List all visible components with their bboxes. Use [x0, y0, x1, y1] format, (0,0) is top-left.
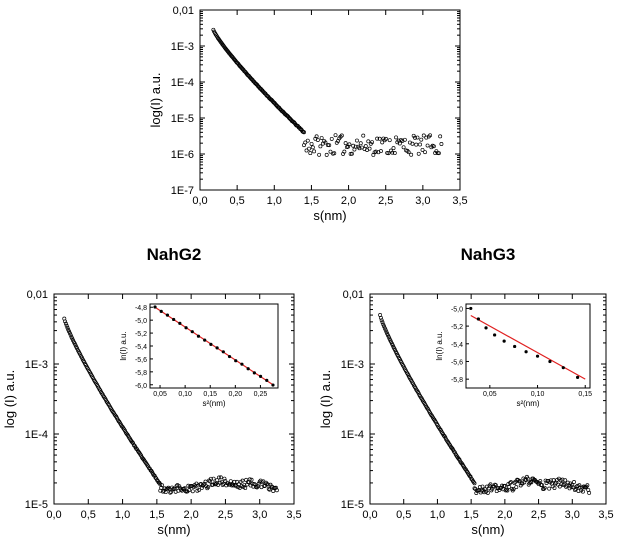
x-tick-label: 2,5 — [531, 509, 546, 521]
y-tick-label: 1E-3 — [171, 41, 194, 53]
x-tick-label: 0,0 — [192, 195, 207, 207]
nahg3-chart-svg: 0,0 0,5 1,0 1,5 2,0 2,5 3,0 3,5 1E-5 1E-4 1E-3 0,01… — [316, 276, 624, 552]
x-tick-label: 1,5 — [463, 509, 478, 521]
x-tick-label: 0,0 — [362, 509, 377, 521]
y-tick-label: 0,01 — [173, 5, 194, 17]
inset-y-title: ln(I) a.u. — [119, 331, 128, 360]
y-axis-title: log (I) a.u. — [318, 370, 333, 429]
saxs-top-panel: 0,0 0,5 1,0 1,5 2,0 2,5 3,0 3,5 1E-7 1E-6 1E-5 1E-4… — [140, 0, 484, 232]
nahg3-title: NahG3 — [461, 245, 516, 264]
x-tick-label: 2,0 — [183, 509, 198, 521]
x-tick-label: 1,5 — [149, 509, 164, 521]
inset-frame — [466, 304, 590, 388]
x-tick-label: 1,0 — [267, 195, 282, 207]
x-axis-title: s(nm) — [157, 522, 190, 537]
y-tick-label: 0,01 — [27, 289, 48, 301]
inset-x-tick: 0,15 — [203, 391, 217, 398]
x-tick-label: 3,5 — [598, 509, 613, 521]
x-tick-label: 3,5 — [452, 195, 467, 207]
inset-y-tick: -5,2 — [451, 324, 463, 331]
y-axis-title: log (I) a.u. — [2, 370, 17, 429]
inset-x-tick: 0,15 — [578, 391, 592, 398]
inset-y-title: ln(I) a.u. — [435, 331, 444, 360]
y-tick-label: 1E-3 — [25, 359, 48, 371]
inset-y-tick: -5,6 — [451, 359, 463, 366]
nahg2-title: NahG2 — [147, 245, 202, 264]
scatter-series — [212, 28, 443, 156]
inset-x-tick: 0,20 — [229, 391, 243, 398]
x-tick-label: 2,5 — [378, 195, 393, 207]
inset-x-title: s²(nm) — [202, 399, 225, 408]
figure-page: { "figure": { "width": 624, "height": 55… — [0, 0, 624, 552]
inset-x-tick: 0,10 — [531, 391, 545, 398]
y-axis-title: log(I) a.u. — [148, 73, 163, 128]
inset-y-tick: -6,0 — [135, 383, 147, 390]
y-tick-label: 1E-6 — [171, 149, 194, 161]
inset-y-tick: -5,2 — [135, 331, 147, 338]
inset-x-tick: 0,25 — [254, 391, 268, 398]
x-tick-label: 0,5 — [396, 509, 411, 521]
y-tick-label: 1E-4 — [25, 429, 48, 441]
y-tick-label: 1E-7 — [171, 185, 194, 197]
nahg2-chart-svg: 0,0 0,5 1,0 1,5 2,0 2,5 3,0 3,5 1E-5 1E-4 1E-3 0,01… — [0, 276, 312, 552]
inset-y-tick: -5,0 — [451, 306, 463, 313]
y-tick-label: 1E-5 — [171, 113, 194, 125]
inset-x-tick: 0,05 — [153, 391, 167, 398]
x-tick-label: 3,0 — [252, 509, 267, 521]
x-tick-label: 0,5 — [81, 509, 96, 521]
x-tick-label: 0,0 — [46, 509, 61, 521]
x-tick-label: 1,5 — [304, 195, 319, 207]
y-tick-label: 1E-4 — [341, 429, 364, 441]
inset-y-tick: -5,6 — [135, 357, 147, 364]
x-axis-title: s(nm) — [313, 208, 346, 223]
y-tick-label: 1E-3 — [341, 359, 364, 371]
x-tick-label: 1,0 — [430, 509, 445, 521]
inset-x-title: s²(nm) — [516, 399, 539, 408]
x-axis-title: s(nm) — [471, 522, 504, 537]
inset-y-tick: -5,4 — [135, 344, 147, 351]
x-tick-label: 3,0 — [415, 195, 430, 207]
x-tick-label: 2,0 — [341, 195, 356, 207]
inset-y-tick: -4,8 — [135, 305, 147, 312]
top-chart-svg: 0,0 0,5 1,0 1,5 2,0 2,5 3,0 3,5 1E-7 1E-6 1E-5 1E-4… — [140, 0, 484, 232]
inset-x-tick: 0,05 — [483, 391, 497, 398]
x-tick-label: 2,5 — [218, 509, 233, 521]
inset-x-tick: 0,10 — [178, 391, 192, 398]
x-tick-label: 0,5 — [229, 195, 244, 207]
y-tick-label: 0,01 — [343, 289, 364, 301]
x-tick-label: 3,5 — [286, 509, 301, 521]
inset-y-tick: -5,4 — [451, 342, 463, 349]
inset-y-tick: -5,0 — [135, 318, 147, 325]
y-tick-label: 1E-4 — [171, 77, 194, 89]
x-tick-label: 3,0 — [565, 509, 580, 521]
inset-y-tick: -5,8 — [135, 370, 147, 377]
y-tick-label: 1E-5 — [25, 499, 48, 511]
saxs-nahg2-panel: 0,0 0,5 1,0 1,5 2,0 2,5 3,0 3,5 1E-5 1E-4 1E-3 0,01… — [0, 276, 312, 552]
x-tick-label: 2,0 — [497, 509, 512, 521]
y-tick-label: 1E-5 — [341, 499, 364, 511]
saxs-nahg3-panel: 0,0 0,5 1,0 1,5 2,0 2,5 3,0 3,5 1E-5 1E-4 1E-3 0,01… — [316, 276, 624, 552]
inset-y-tick: -5,8 — [451, 377, 463, 384]
x-tick-label: 1,0 — [115, 509, 130, 521]
